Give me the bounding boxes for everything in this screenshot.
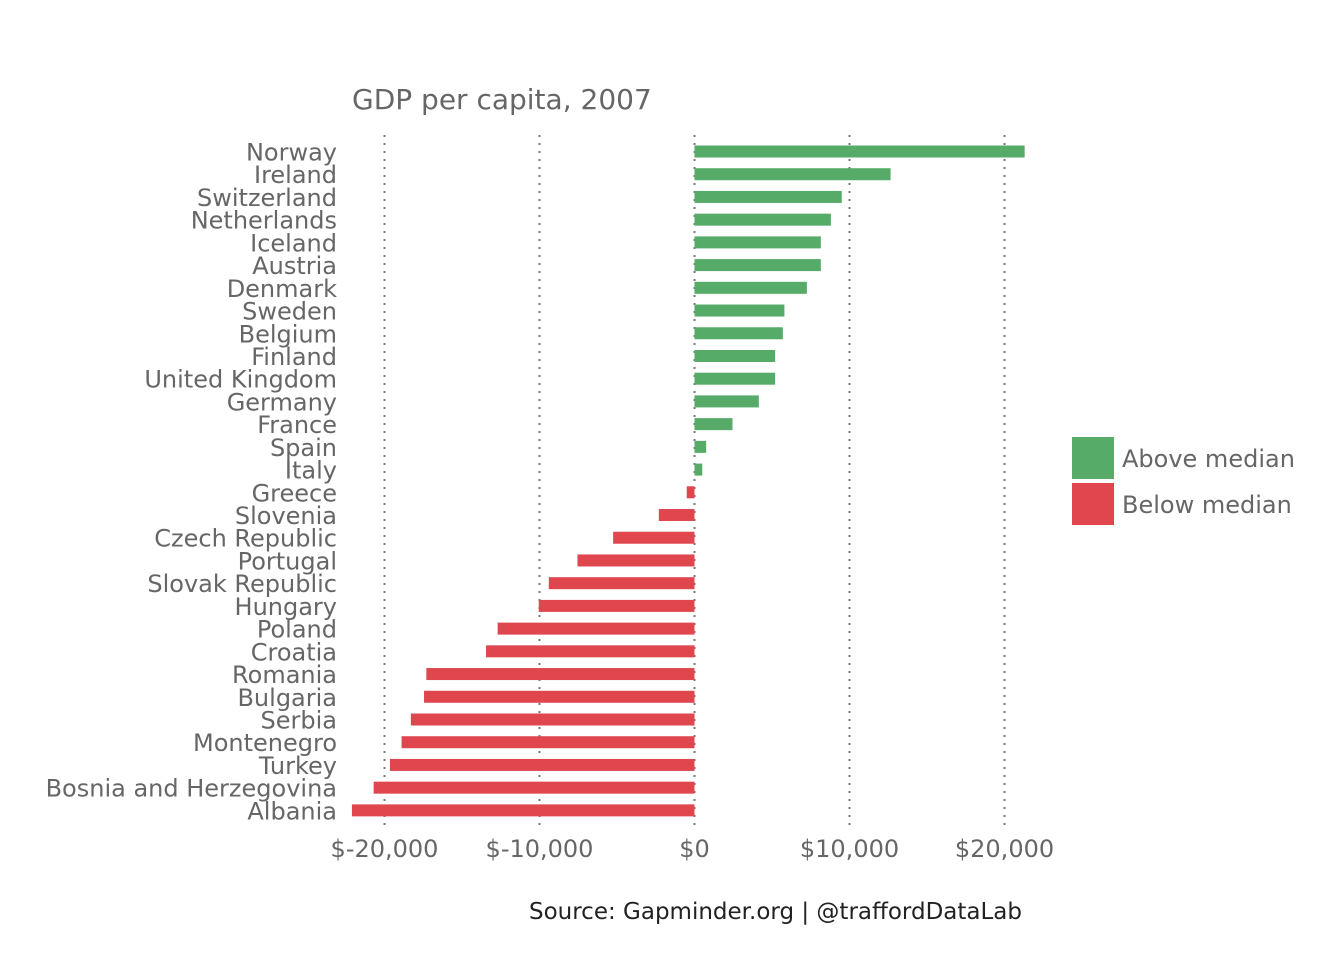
- country-label: Albania: [247, 797, 337, 825]
- country-label: Bosnia and Herzegovina: [46, 775, 337, 803]
- country-label: Bulgaria: [237, 684, 337, 712]
- country-label: Slovak Republic: [147, 570, 337, 598]
- bar: [694, 145, 1025, 158]
- bar: [577, 554, 695, 567]
- x-tick-label: $0: [679, 835, 710, 863]
- bar: [694, 349, 776, 362]
- bar: [351, 804, 695, 817]
- legend: Above median Below median: [1072, 437, 1295, 525]
- country-label: Turkey: [258, 752, 337, 780]
- bar: [694, 372, 776, 385]
- chart-title: GDP per capita, 2007: [352, 83, 652, 116]
- x-tick-label: $10,000: [800, 835, 899, 863]
- country-label: Slovenia: [235, 502, 337, 530]
- country-label: Portugal: [238, 547, 337, 575]
- bar: [694, 418, 733, 431]
- country-label: Norway: [246, 139, 337, 167]
- legend-label: Above median: [1122, 445, 1295, 473]
- country-label: Finland: [251, 343, 337, 371]
- legend-swatch: [1072, 437, 1114, 479]
- country-label: Hungary: [235, 593, 337, 621]
- country-label: Serbia: [261, 707, 337, 735]
- bar: [410, 713, 695, 726]
- country-label: Netherlands: [191, 207, 337, 235]
- country-label: Denmark: [227, 275, 337, 303]
- country-label: United Kingdom: [144, 366, 337, 394]
- country-label: Ireland: [254, 161, 337, 189]
- bar: [694, 281, 807, 294]
- bar: [694, 168, 891, 181]
- bar: [424, 690, 695, 703]
- bar: [658, 509, 695, 522]
- bar: [694, 327, 783, 340]
- x-tick-label: $-20,000: [331, 835, 439, 863]
- bar: [694, 190, 842, 203]
- country-label: Croatia: [251, 638, 337, 666]
- country-labels: NorwayIrelandSwitzerlandNetherlandsIcela…: [46, 139, 338, 826]
- bar: [538, 599, 695, 612]
- x-tick-label: $-10,000: [486, 835, 594, 863]
- bar: [694, 463, 703, 476]
- x-tick-label: $20,000: [955, 835, 1054, 863]
- country-label: Iceland: [250, 229, 337, 257]
- bar: [694, 213, 831, 226]
- country-label: Spain: [270, 434, 337, 462]
- legend-swatch: [1072, 483, 1114, 525]
- bar: [486, 645, 695, 658]
- country-label: Montenegro: [193, 729, 337, 757]
- bar: [694, 304, 785, 317]
- bar: [548, 577, 695, 590]
- bar: [613, 531, 695, 544]
- country-label: Sweden: [242, 298, 337, 326]
- country-label: Czech Republic: [154, 525, 337, 553]
- country-label: Romania: [232, 661, 337, 689]
- chart-caption: Source: Gapminder.org | @traffordDataLab: [529, 899, 1022, 925]
- bar: [694, 259, 821, 272]
- bar: [389, 758, 695, 771]
- country-label: France: [257, 411, 337, 439]
- bar: [401, 736, 695, 749]
- bars: [351, 145, 1025, 817]
- country-label: Austria: [252, 252, 337, 280]
- legend-label: Below median: [1122, 491, 1292, 519]
- country-label: Belgium: [239, 320, 337, 348]
- bar: [694, 440, 707, 453]
- gridlines: [383, 135, 1006, 828]
- bar: [373, 781, 695, 794]
- country-label: Greece: [252, 479, 337, 507]
- country-label: Germany: [227, 388, 337, 416]
- bar: [426, 668, 695, 681]
- bar: [694, 395, 759, 408]
- country-label: Poland: [257, 616, 337, 644]
- country-label: Italy: [285, 457, 337, 485]
- bar: [686, 486, 695, 499]
- bar: [694, 236, 821, 249]
- x-axis-ticks: $-20,000 $-10,000 $0 $10,000 $20,000: [331, 835, 1055, 863]
- bar: [497, 622, 695, 635]
- country-label: Switzerland: [197, 184, 337, 212]
